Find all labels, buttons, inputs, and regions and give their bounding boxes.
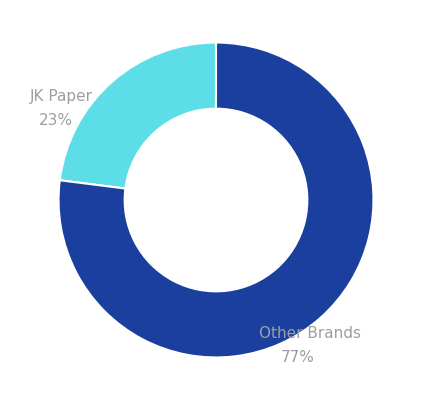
Wedge shape [60,43,216,189]
Text: JK Paper: JK Paper [30,89,93,104]
Text: Other Brands: Other Brands [259,325,361,340]
Text: 23%: 23% [39,113,73,128]
Wedge shape [58,43,374,358]
Text: 77%: 77% [281,349,314,365]
